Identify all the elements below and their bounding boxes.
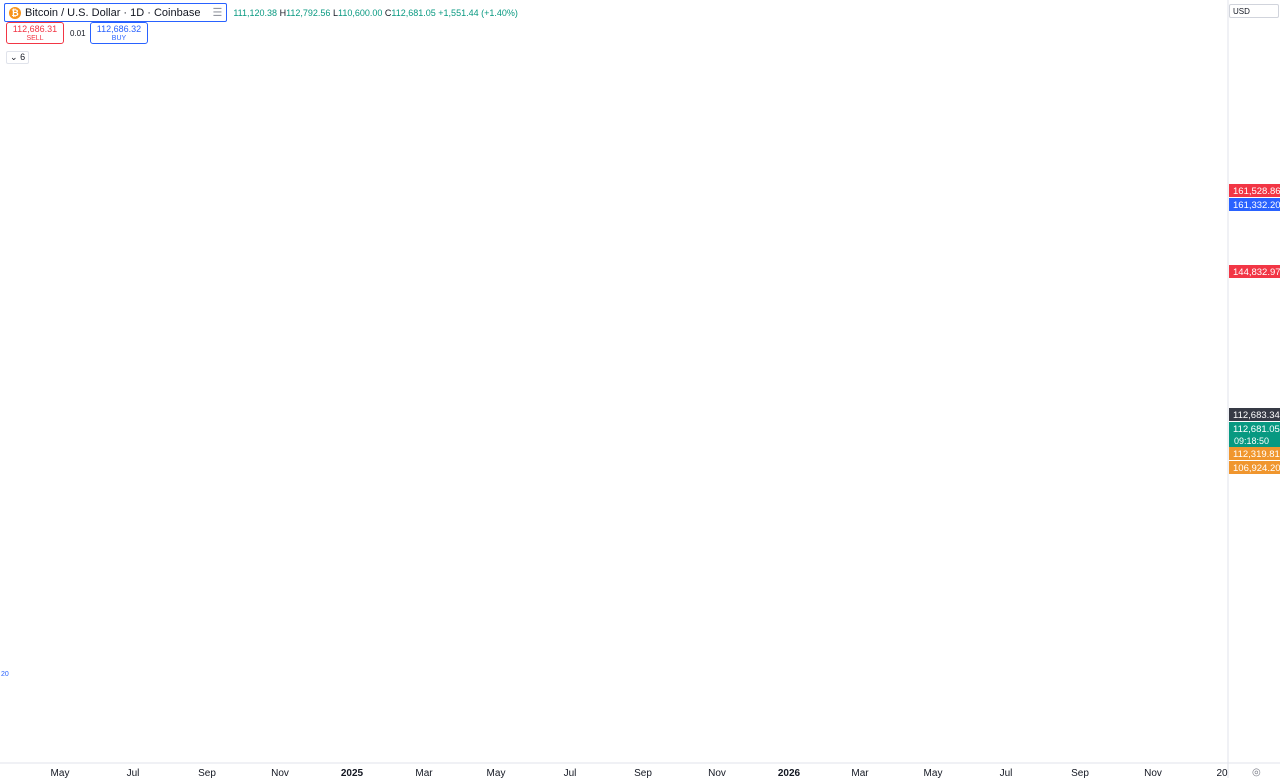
price-label-bg [1229,461,1280,474]
symbol-title: Bitcoin / U.S. Dollar · 1D · Coinbase [25,6,201,19]
price-label: 144,832.97 [1229,265,1280,278]
price-label-bg [1229,408,1280,421]
sell-price: 112,686.31 [12,24,58,34]
time-tick-label: Nov [271,768,289,778]
bitcoin-logo-icon: ₿ [9,6,21,19]
menu-icon[interactable]: ☰ [212,7,223,19]
price-label-text: 112,681.05 [1233,424,1280,435]
price-labels: 161,528.86 161,332.20 144,832.97 112,683.34… [1229,184,1280,474]
price-label: 161,528.86 [1229,184,1280,197]
price-label: 161,332.20 [1229,198,1280,211]
indicators-toggle[interactable]: ⌄ 6 [6,51,30,64]
time-tick-label: Sep [198,768,216,778]
countdown-text: 09:18:50 [1234,436,1269,446]
chevron-down-icon: ⌄ [10,52,18,62]
time-tick-label: Sep [634,768,652,778]
time-tick-label: Jul [1000,768,1013,778]
countdown-label: 09:18:50 [1229,435,1280,447]
ohlc-close: 112,681.05 [391,7,436,18]
time-tick-label: Jul [127,768,140,778]
symbol-header: ₿ Bitcoin / U.S. Dollar · 1D · Coinbase … [4,3,518,22]
ohlc-high: 112,792.56 [286,7,331,18]
ohlc-low: 110,600.00 [337,7,383,18]
time-tick-label: Nov [1144,768,1162,778]
price-label-bg [1229,198,1280,211]
price-label-text: 161,332.20 [1233,200,1280,211]
indicators-count: 6 [20,52,26,62]
time-tick-label: Sep [1071,768,1089,778]
price-label: 112,683.34 [1229,408,1280,421]
buy-button[interactable]: 112,686.32 BUY [90,22,148,44]
ohlc-values: 111,120.38 H112,792.56 L110,600.00 C112,… [233,7,518,18]
time-tick-label: May [924,768,943,778]
ohlc-change: +1,551.44 (+1.40%) [438,7,518,18]
price-label-text: 144,832.97 [1233,267,1280,278]
sell-label: SELL [26,35,44,42]
price-label: 112,681.05 [1229,422,1280,435]
time-tick-label: 2026 [778,768,801,778]
price-label-bg [1229,265,1280,278]
price-label-bg [1229,447,1280,460]
symbol-search-box[interactable]: ₿ Bitcoin / U.S. Dollar · 1D · Coinbase … [4,3,228,22]
ohlc-open: 111,120.38 [233,7,278,18]
currency-label: USD [1233,7,1250,16]
price-label-bg [1229,422,1280,435]
spread-value: 0.01 [70,29,86,38]
price-label-bg [1229,184,1280,197]
price-label-text: 106,924.20 [1233,463,1280,474]
currency-selector[interactable]: USD [1229,4,1279,18]
time-axis[interactable]: May Jul Sep Nov 2025 Mar May Jul Sep Nov 2026 Mar Ma… [51,768,1228,778]
price-label-text: 161,528.86 [1233,186,1280,197]
price-label: 112,319.81 [1229,447,1280,460]
sell-button[interactable]: 112,686.31 SELL [6,22,64,44]
countdown-bg [1229,435,1280,447]
price-label-text: 112,319.81 [1233,449,1280,460]
buy-price: 112,686.32 [96,24,142,34]
time-tick-label: May [51,768,70,778]
time-tick-label: 2025 [341,768,364,778]
time-tick-label: Nov [708,768,726,778]
settings-icon[interactable]: ◎ [1252,767,1261,778]
price-label: 106,924.20 [1229,461,1280,474]
left-edge-label: 20 [1,671,9,678]
time-tick-label: May [487,768,506,778]
time-tick-label: Jul [564,768,577,778]
time-tick-label: Mar [415,768,433,778]
time-tick-label: 20 [1216,768,1228,778]
price-label-text: 112,683.34 [1233,410,1280,421]
time-tick-label: Mar [851,768,869,778]
buy-label: BUY [111,35,127,42]
